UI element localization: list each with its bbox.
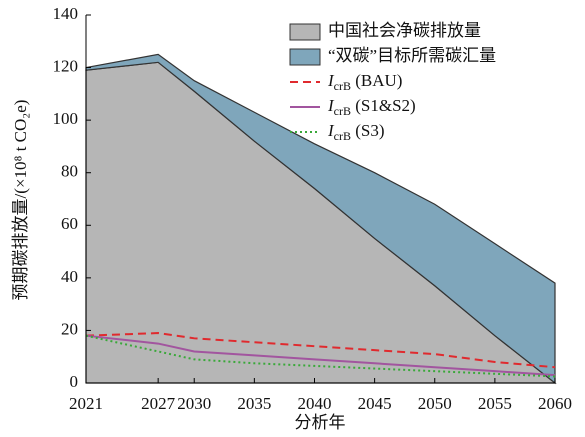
legend-swatch (289, 23, 321, 41)
x-tick-label: 2055 (478, 394, 512, 413)
x-axis-label: 分析年 (295, 413, 346, 432)
x-tick-label: 2027 (141, 394, 176, 413)
x-tick-label: 2035 (237, 394, 271, 413)
legend-label: 中国社会净碳排放量 (328, 21, 481, 40)
line (85, 334, 556, 378)
y-tick-label: 100 (53, 109, 79, 128)
y-tick-label: 60 (61, 214, 78, 233)
y-tick-label: 0 (70, 372, 79, 391)
x-tick-label: 2040 (297, 394, 331, 413)
area (85, 61, 557, 384)
y-tick-label: 20 (61, 319, 78, 338)
line (85, 334, 556, 377)
y-tick-label: 140 (53, 4, 79, 23)
y-tick-label: 120 (53, 56, 79, 75)
legend-label: “双碳”目标所需碳汇量 (328, 46, 496, 65)
x-tick-label: 2045 (358, 394, 392, 413)
y-tick-label: 80 (61, 162, 78, 181)
legend-label: IcrB (S1&S2) (327, 96, 416, 118)
line (85, 332, 556, 369)
y-axis-label: 预期碳排放量/(×10⁸ t CO₂e) (11, 100, 30, 301)
y-tick-label: 40 (61, 267, 78, 286)
legend-label: IcrB (S3) (327, 121, 385, 143)
legend-label: IcrB (BAU) (327, 71, 402, 93)
legend-swatch (289, 48, 321, 66)
x-tick-label: 2050 (418, 394, 452, 413)
x-tick-label: 2030 (177, 394, 211, 413)
x-tick-label: 2021 (69, 394, 103, 413)
x-tick-label: 2060 (538, 394, 572, 413)
